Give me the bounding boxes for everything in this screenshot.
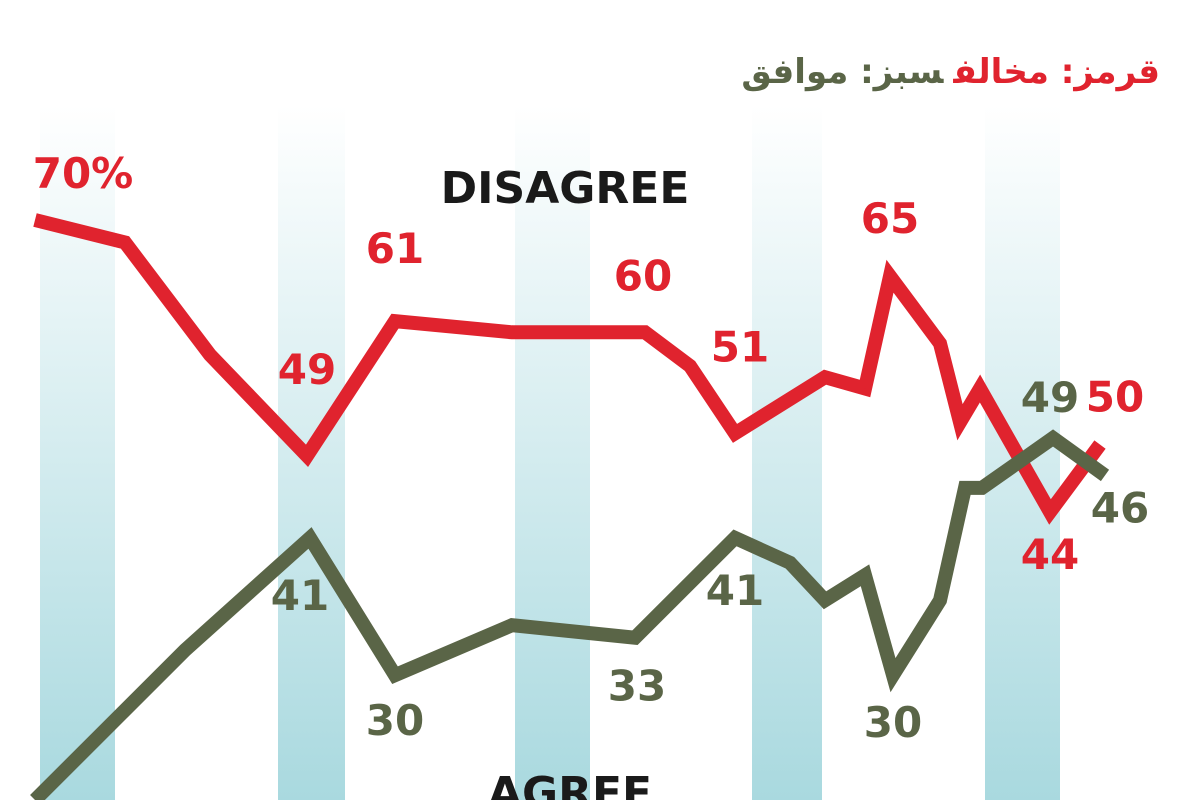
legend: قرمز: مخالفسبز: موافق (731, 52, 1160, 92)
series-lines (30, 213, 1110, 800)
disagree-data-label: 70% (33, 149, 134, 198)
annotations: DISAGREE AGREE (441, 163, 690, 800)
agree-data-label: 30 (864, 698, 922, 747)
agree-data-label: 30 (366, 696, 424, 745)
agree-data-label: 33 (608, 662, 666, 711)
background-bands (40, 105, 1060, 800)
agree-data-label: 46 (1091, 483, 1149, 532)
agree-data-label: 49 (1021, 373, 1079, 422)
background-band (752, 105, 822, 800)
disagree-data-label: 44 (1021, 530, 1079, 579)
agree-heading: AGREE (488, 768, 652, 800)
disagree-data-label: 50 (1086, 373, 1144, 422)
legend-agree: سبز: موافق (741, 52, 944, 92)
disagree-data-label: 60 (614, 251, 672, 300)
agree-data-label: 41 (271, 571, 329, 620)
background-band (515, 105, 590, 800)
legend-disagree: قرمز: مخالف (953, 52, 1160, 92)
disagree-heading: DISAGREE (441, 163, 690, 214)
disagree-data-label: 49 (278, 345, 336, 394)
disagree-data-label: 51 (711, 322, 769, 371)
disagree-data-label: 65 (861, 194, 919, 243)
disagree-data-label: 61 (366, 224, 424, 273)
agree-data-label: 41 (706, 566, 764, 615)
data-labels: 70% 49 61 60 51 65 44 50 41 30 33 41 30 49 46 (33, 149, 1149, 747)
agree-series-line (30, 429, 1110, 800)
background-band (40, 105, 115, 800)
